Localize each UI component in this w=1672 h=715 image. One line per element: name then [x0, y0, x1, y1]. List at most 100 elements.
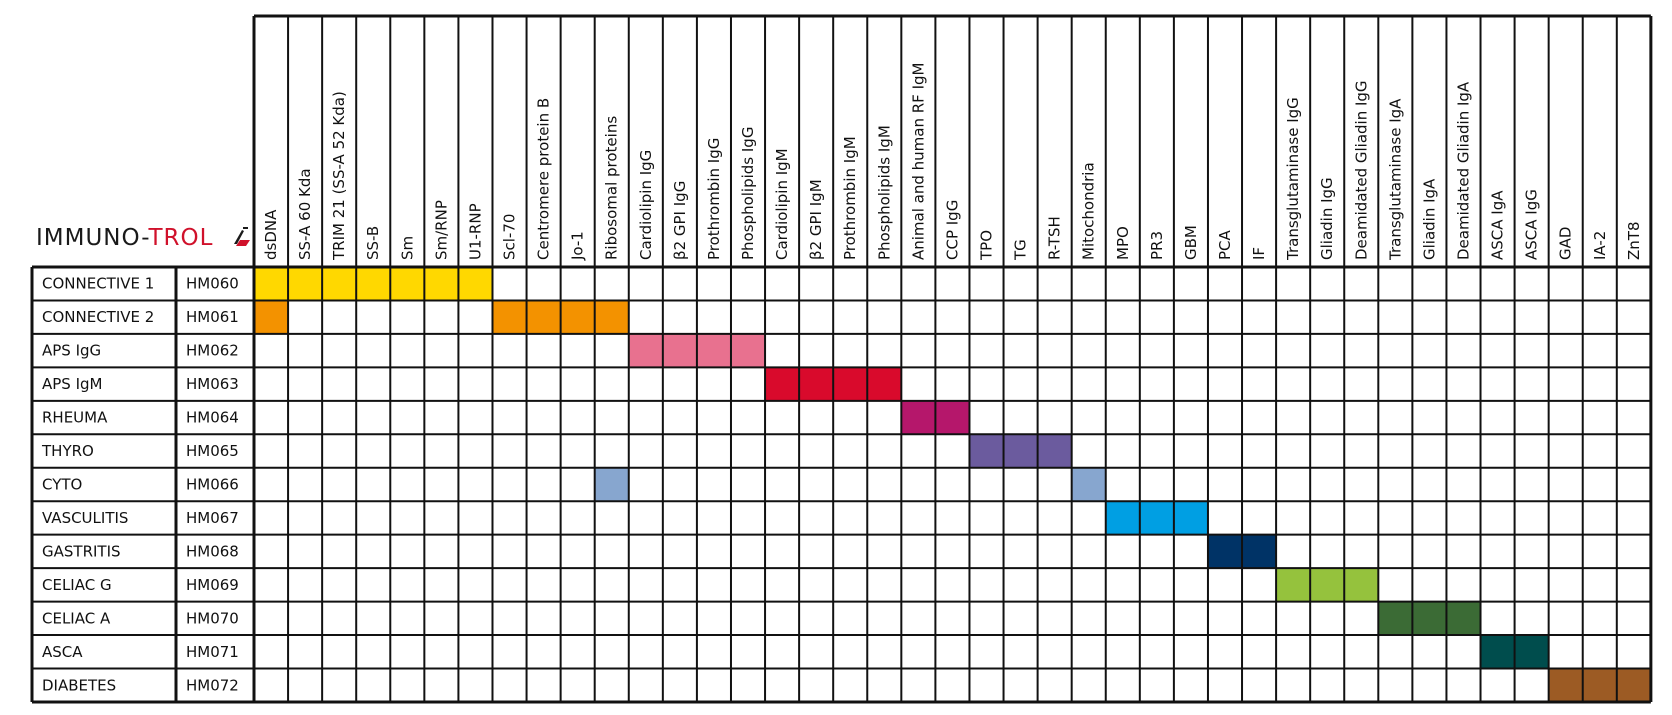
row-panel-name: CONNECTIVE 1 [42, 275, 154, 293]
column-header-label: PR3 [1148, 231, 1166, 260]
filled-cell [730, 333, 766, 368]
filled-cell [526, 300, 561, 334]
column-header-label: R-TSH [1046, 216, 1064, 260]
column-header-label: MPO [1114, 226, 1132, 260]
filled-cell [424, 267, 459, 301]
column-header-label: ASCA IgA [1489, 190, 1507, 260]
logo-text-part2: TROL [147, 225, 213, 251]
row-panel-name: CELIAC A [42, 609, 111, 627]
filled-cell [1378, 601, 1413, 636]
row-panel-code: HM069 [186, 576, 239, 594]
filled-cell [833, 367, 868, 401]
column-header-label: CCP IgG [943, 200, 961, 260]
filled-cell [458, 267, 493, 301]
filled-cell [662, 333, 697, 368]
column-header-label: ASCA IgG [1523, 189, 1541, 260]
filled-cell [492, 300, 527, 334]
filled-cell [1037, 434, 1072, 468]
column-header-label: Centromere protein B [535, 98, 553, 260]
logo: IMMUNO-TROL [36, 225, 250, 251]
filled-cell [1139, 501, 1174, 535]
column-header-label: dsDNA [262, 209, 280, 260]
filled-cell [1412, 601, 1447, 636]
column-header-label: SS-A 60 Kda [296, 168, 314, 260]
column-header-label: Cardiolipin IgM [773, 148, 791, 260]
filled-cell [390, 267, 425, 301]
filled-cell [1207, 534, 1243, 569]
column-header-label: TG [1012, 239, 1030, 261]
filled-cell [628, 333, 663, 368]
row-panel-code: HM067 [186, 509, 239, 527]
filled-cell [254, 300, 289, 334]
row-panel-code: HM061 [186, 308, 239, 326]
filled-cell [867, 367, 902, 401]
column-header-label: Animal and human RF IgM [909, 63, 927, 260]
filled-cell [901, 400, 936, 435]
filled-cell [935, 400, 970, 435]
filled-cell [254, 267, 289, 301]
row-panel-code: HM066 [186, 475, 239, 493]
column-header-label: Gliadin IgA [1420, 178, 1438, 260]
column-header-label: Sm/RNP [432, 200, 450, 260]
filled-cell [969, 434, 1004, 468]
filled-cell [1105, 501, 1140, 535]
column-header-label: β2 GPI IgG [671, 181, 689, 260]
row-panel-code: HM062 [186, 342, 239, 360]
row-panel-code: HM070 [186, 609, 239, 627]
row-panel-name: DIABETES [42, 676, 116, 694]
filled-cell [594, 300, 629, 334]
column-header-label: IA-2 [1591, 231, 1609, 260]
row-panel-code: HM064 [186, 409, 239, 427]
column-header-label: PCA [1216, 229, 1234, 260]
column-header-label: Transglutaminase IgG [1284, 97, 1302, 261]
filled-cell [560, 300, 595, 334]
column-header-label: Transglutaminase IgA [1386, 98, 1404, 261]
row-panel-name: APS IgM [42, 375, 102, 393]
filled-cell [1514, 635, 1549, 669]
row-panel-code: HM072 [186, 676, 239, 694]
column-header-label: Phospholipids IgG [739, 127, 757, 260]
row-panel-code: HM071 [186, 643, 239, 661]
column-header-label: Deamidated Gliadin IgG [1352, 80, 1370, 260]
row-panel-name: GASTRITIS [42, 542, 121, 560]
column-header-label: GAD [1557, 227, 1575, 260]
row-panel-code: HM068 [186, 542, 239, 560]
filled-cell [1446, 601, 1481, 636]
filled-cell [1276, 568, 1311, 602]
row-panel-name: ASCA [42, 643, 83, 661]
row-panel-name: VASCULITIS [42, 509, 128, 527]
column-header-label: U1-RNP [467, 203, 485, 260]
row-panel-code: HM063 [186, 375, 239, 393]
column-header-label: IF [1250, 247, 1268, 260]
column-header-label: Jo-1 [569, 231, 587, 261]
filled-cell [1310, 568, 1345, 602]
row-panel-code: HM060 [186, 275, 239, 293]
filled-cell [1173, 501, 1208, 535]
column-header-label: Cardiolipin IgG [637, 150, 655, 260]
filled-cell [1344, 568, 1379, 602]
column-header-label: Gliadin IgG [1318, 177, 1336, 260]
svg-text:IMMUNO-TROL: IMMUNO-TROL [36, 225, 213, 251]
column-header-label: Scl-70 [501, 214, 519, 260]
filled-cell [1548, 668, 1583, 702]
column-header-label: GBM [1182, 225, 1200, 260]
column-header-label: TRIM 21 (SS-A 52 Kda) [330, 91, 348, 261]
filled-cell [356, 267, 391, 301]
column-header-label: Deamidated Gliadin IgA [1455, 81, 1473, 260]
column-header-label: Sm [398, 236, 416, 260]
row-panel-name: THYRO [41, 442, 94, 460]
filled-cell [765, 367, 800, 401]
column-header-label: ZnT8 [1625, 222, 1643, 261]
column-header-label: SS-B [364, 226, 382, 260]
row-panel-name: CELIAC G [42, 576, 112, 594]
filled-cell [322, 267, 357, 301]
filled-cell [799, 367, 834, 401]
filled-cell [1071, 467, 1106, 502]
logo-text-part1: IMMUNO- [36, 225, 149, 251]
column-header-label: Phospholipids IgM [875, 125, 893, 260]
column-header-label: Mitochondria [1080, 162, 1098, 260]
filled-cell [1582, 668, 1617, 702]
filled-cell [1003, 434, 1038, 468]
column-header-label: β2 GPI IgM [807, 179, 825, 260]
row-panel-name: CONNECTIVE 2 [42, 308, 154, 326]
